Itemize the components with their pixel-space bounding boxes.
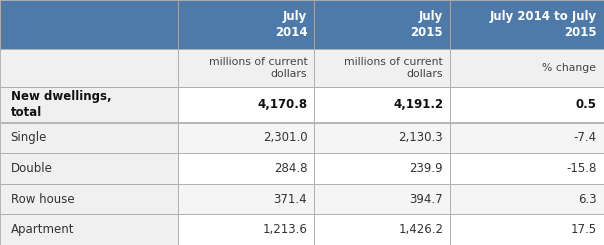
Bar bbox=[0, 0, 178, 49]
Text: 0.5: 0.5 bbox=[575, 98, 596, 111]
Text: -7.4: -7.4 bbox=[573, 131, 596, 144]
Bar bbox=[0, 184, 178, 214]
Text: 1,213.6: 1,213.6 bbox=[262, 223, 307, 236]
Bar bbox=[178, 214, 314, 245]
Text: 371.4: 371.4 bbox=[274, 193, 307, 206]
Text: -15.8: -15.8 bbox=[566, 162, 596, 175]
Bar bbox=[450, 184, 604, 214]
Text: July
2014: July 2014 bbox=[275, 10, 307, 39]
Text: 2,130.3: 2,130.3 bbox=[399, 131, 443, 144]
Bar bbox=[450, 0, 604, 49]
Text: 4,191.2: 4,191.2 bbox=[393, 98, 443, 111]
Bar bbox=[0, 49, 178, 87]
Bar bbox=[450, 49, 604, 87]
Bar bbox=[314, 153, 450, 184]
Text: 4,170.8: 4,170.8 bbox=[257, 98, 307, 111]
Bar bbox=[314, 87, 450, 122]
Bar bbox=[0, 153, 178, 184]
Bar bbox=[314, 214, 450, 245]
Text: millions of current
dollars: millions of current dollars bbox=[344, 57, 443, 79]
Bar bbox=[178, 153, 314, 184]
Text: 239.9: 239.9 bbox=[410, 162, 443, 175]
Text: millions of current
dollars: millions of current dollars bbox=[208, 57, 307, 79]
Bar bbox=[0, 122, 178, 153]
Text: July
2015: July 2015 bbox=[411, 10, 443, 39]
Text: 1,426.2: 1,426.2 bbox=[398, 223, 443, 236]
Bar bbox=[450, 153, 604, 184]
Bar bbox=[0, 214, 178, 245]
Text: Row house: Row house bbox=[11, 193, 74, 206]
Bar bbox=[314, 49, 450, 87]
Text: 394.7: 394.7 bbox=[410, 193, 443, 206]
Text: Apartment: Apartment bbox=[11, 223, 74, 236]
Bar bbox=[450, 122, 604, 153]
Bar bbox=[178, 122, 314, 153]
Bar bbox=[450, 87, 604, 122]
Text: July 2014 to July
2015: July 2014 to July 2015 bbox=[489, 10, 596, 39]
Bar bbox=[178, 49, 314, 87]
Bar bbox=[178, 87, 314, 122]
Bar bbox=[0, 87, 178, 122]
Bar bbox=[450, 214, 604, 245]
Bar bbox=[314, 184, 450, 214]
Text: Double: Double bbox=[11, 162, 53, 175]
Bar bbox=[314, 122, 450, 153]
Text: 284.8: 284.8 bbox=[274, 162, 307, 175]
Bar bbox=[314, 0, 450, 49]
Text: 6.3: 6.3 bbox=[577, 193, 596, 206]
Text: 17.5: 17.5 bbox=[570, 223, 596, 236]
Text: % change: % change bbox=[542, 63, 596, 73]
Bar bbox=[178, 184, 314, 214]
Text: Single: Single bbox=[11, 131, 47, 144]
Bar bbox=[178, 0, 314, 49]
Text: New dwellings,
total: New dwellings, total bbox=[11, 90, 111, 119]
Text: 2,301.0: 2,301.0 bbox=[263, 131, 307, 144]
